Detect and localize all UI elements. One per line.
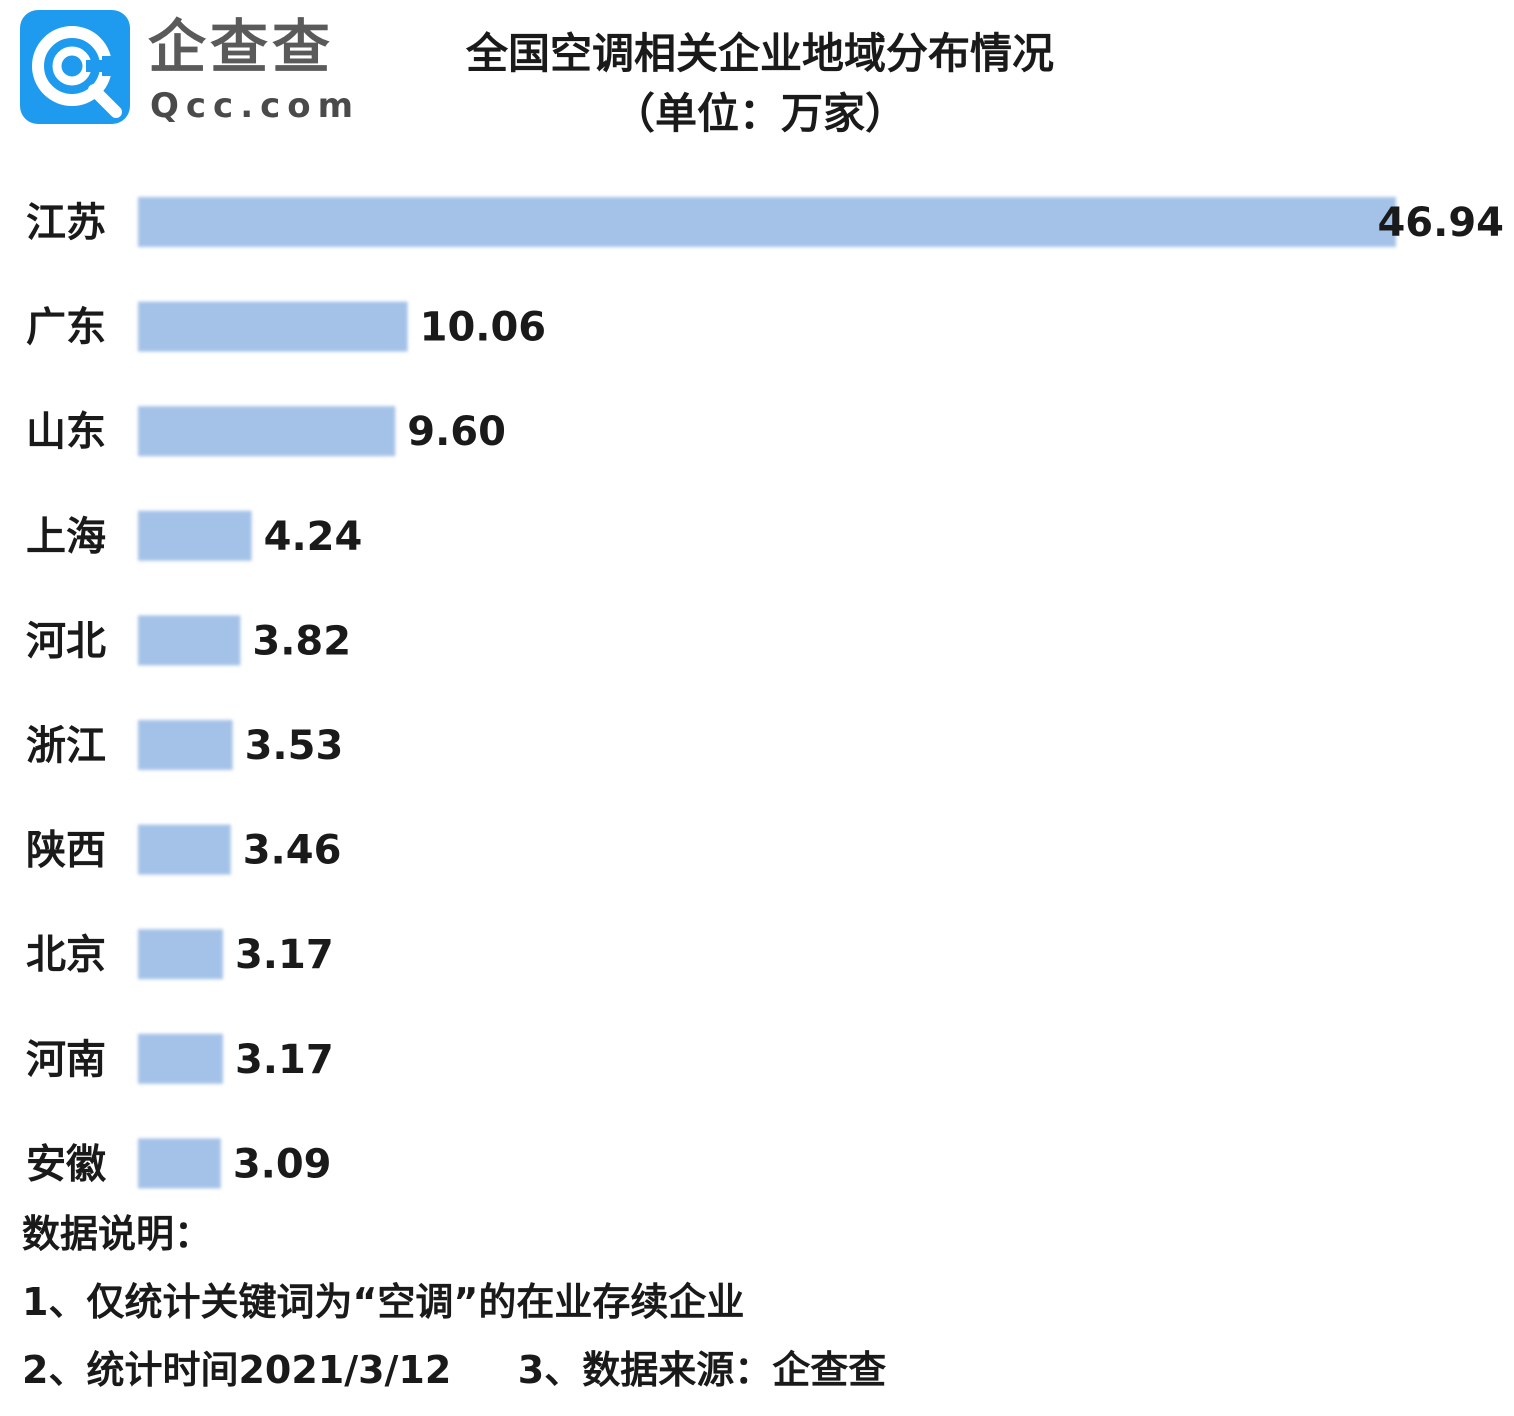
value-label: 10.06 [420,305,547,351]
chart-title: 全国空调相关企业地域分布情况 [465,29,1054,78]
category-label: 广东 [26,305,106,351]
value-label: 3.17 [235,1037,334,1083]
bar [138,197,1396,247]
category-label: 山东 [26,409,106,455]
notes-line-1: 1、仅统计关键词为“空调”的在业存续企业 [22,1280,745,1324]
category-label: 上海 [26,514,106,560]
logo-name-en: Qcc.com [150,86,361,126]
value-label: 3.09 [233,1141,332,1187]
bar [138,929,223,980]
category-label: 河北 [26,618,106,664]
bar [138,1138,221,1189]
category-label: 浙江 [26,723,106,769]
notes-heading: 数据说明： [22,1212,213,1256]
bar [138,406,396,457]
category-label: 河南 [26,1037,106,1083]
notes-stat-time: 2、统计时间2021/3/12 [22,1348,452,1392]
category-label: 江苏 [26,200,106,246]
notes-source: 3、数据来源：企查查 [517,1348,887,1392]
category-label: 陕西 [26,828,106,874]
bar [138,510,252,561]
value-label: 9.60 [407,409,506,455]
bar-chart: 江苏 46.94 广东 10.06 山东 9.60 上海 4.24 河北 3.82 浙江 3.53 陕西… [26,197,1504,1189]
data-notes: 数据说明： 1、仅统计关键词为“空调”的在业存续企业 2、统计时间2021/3/… [22,1212,886,1416]
value-label: 4.24 [264,514,363,560]
value-label: 3.46 [243,828,342,874]
bar [138,824,231,875]
value-label: 3.53 [245,723,344,769]
qcc-logo-icon [20,10,130,124]
notes-line-2: 2、统计时间2021/3/12 3、数据来源：企查查 [22,1348,886,1392]
bar [138,615,241,666]
bar [138,301,408,352]
bar [138,1033,223,1084]
bar [138,720,233,770]
category-label: 北京 [26,932,106,978]
value-label: 3.17 [235,932,334,978]
logo-name-cn: 企查查 [148,13,335,81]
qcc-logo: 企查查 Qcc.com [20,10,353,128]
value-label: 46.94 [1377,200,1504,246]
chart-unit: （单位：万家） [612,89,907,138]
category-label: 安徽 [26,1141,107,1187]
value-label: 3.82 [252,618,351,664]
